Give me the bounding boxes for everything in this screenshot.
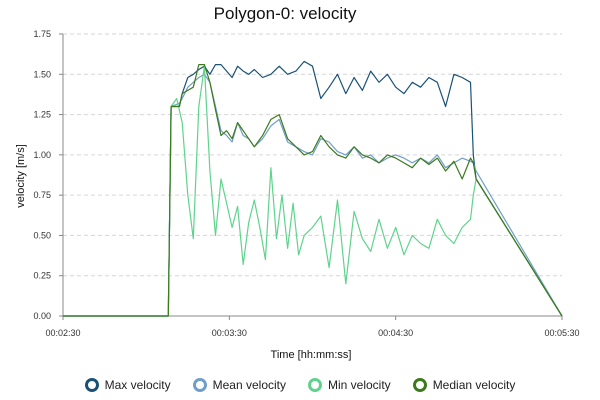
legend-item-min-velocity[interactable]: Min velocity — [308, 378, 391, 392]
legend-item-max-velocity[interactable]: Max velocity — [84, 378, 171, 392]
series-line-max-velocity — [63, 60, 563, 317]
grid-lines — [63, 33, 562, 277]
y-axis-label: velocity [m/s] — [15, 144, 27, 208]
y-tick-label: 1.50 — [33, 69, 51, 79]
chart-legend: Max velocity Mean velocity Min velocity Med… — [0, 374, 600, 396]
y-tick-label: 0.00 — [33, 311, 51, 321]
chart-title: Polygon-0: velocity — [214, 4, 357, 23]
legend-label: Min velocity — [328, 378, 391, 392]
y-tick-label: 0.50 — [33, 230, 51, 240]
y-tick-label: 1.75 — [33, 29, 51, 39]
series-line-min-velocity — [63, 65, 563, 317]
series-line-median-velocity — [63, 63, 563, 317]
legend-item-median-velocity[interactable]: Median velocity — [412, 378, 516, 392]
y-tick-label: 0.25 — [33, 271, 51, 281]
legend-item-mean-velocity[interactable]: Mean velocity — [192, 378, 286, 392]
x-tick-label: 00:03:30 — [212, 328, 247, 338]
y-tick-label: 1.25 — [33, 110, 51, 120]
x-axis-label: Time [hh:mm:ss] — [271, 349, 352, 361]
legend-label: Mean velocity — [212, 378, 286, 392]
legend-marker-icon — [412, 378, 427, 392]
axes: 0.00 0.25 0.50 0.75 1.00 1.25 1.50 1.75 00:02:30… — [33, 29, 579, 338]
legend-label: Median velocity — [432, 378, 516, 392]
series-line-mean-velocity — [63, 73, 563, 317]
series-lines — [63, 60, 563, 317]
legend-marker-icon — [84, 378, 99, 392]
legend-marker-icon — [192, 378, 207, 392]
legend-label: Max velocity — [104, 378, 171, 392]
x-tick-label: 00:04:30 — [378, 328, 413, 338]
x-tick-label: 00:05:30 — [544, 328, 579, 338]
x-tick-label: 00:02:30 — [45, 328, 80, 338]
legend-marker-icon — [308, 378, 322, 392]
y-tick-label: 1.00 — [33, 150, 51, 160]
y-tick-label: 0.75 — [33, 190, 51, 200]
